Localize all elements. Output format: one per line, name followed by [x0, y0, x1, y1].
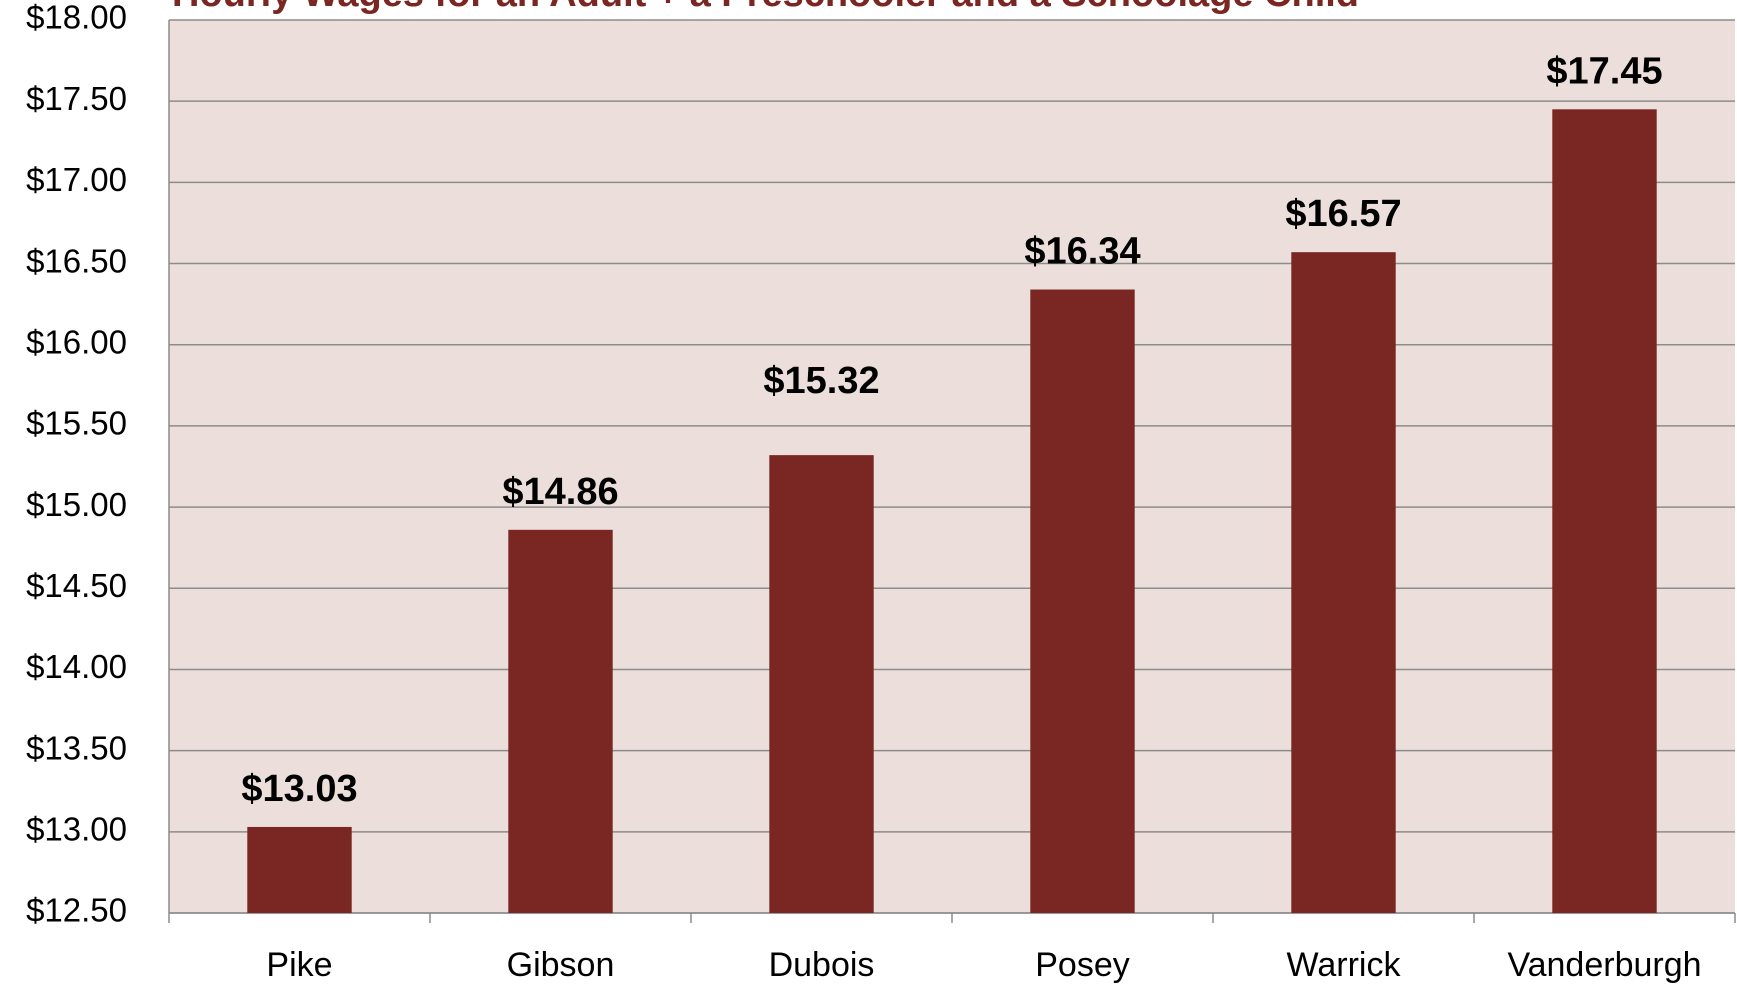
y-tick-label: $15.00	[26, 486, 127, 523]
y-tick-label: $14.00	[26, 648, 127, 685]
y-tick-label: $13.50	[26, 729, 127, 766]
x-tick-label: Posey	[1035, 946, 1130, 984]
x-tick-label: Dubois	[769, 946, 875, 984]
y-tick-label: $17.00	[26, 161, 127, 198]
data-label: $14.86	[502, 471, 618, 513]
data-label: $16.57	[1285, 193, 1401, 235]
y-tick-label: $14.50	[26, 567, 127, 604]
x-tick-label: Pike	[266, 946, 332, 984]
y-tick-label: $15.50	[26, 405, 127, 442]
y-tick-label: $16.50	[26, 242, 127, 279]
bar	[508, 529, 613, 913]
plot-area	[169, 20, 1735, 913]
y-tick-label: $17.50	[26, 80, 127, 117]
x-tick-label: Warrick	[1287, 946, 1402, 984]
chart-title: Hourly Wages for an Adult + a Preschoole…	[172, 0, 1359, 15]
bar	[1030, 289, 1135, 913]
y-tick-label: $16.00	[26, 323, 127, 360]
y-tick-label: $12.50	[26, 892, 127, 929]
x-tick-label: Gibson	[507, 946, 615, 984]
bar	[1552, 109, 1657, 914]
y-tick-label: $18.00	[26, 0, 127, 36]
y-tick-label: $13.00	[26, 811, 127, 848]
data-label: $13.03	[241, 768, 357, 810]
bar	[247, 826, 352, 913]
x-tick-label: Vanderburgh	[1507, 946, 1701, 984]
data-label: $15.32	[763, 360, 879, 402]
data-label: $17.45	[1546, 50, 1662, 92]
bar	[769, 455, 874, 913]
bar	[1291, 252, 1396, 913]
data-label: $16.34	[1024, 231, 1140, 273]
